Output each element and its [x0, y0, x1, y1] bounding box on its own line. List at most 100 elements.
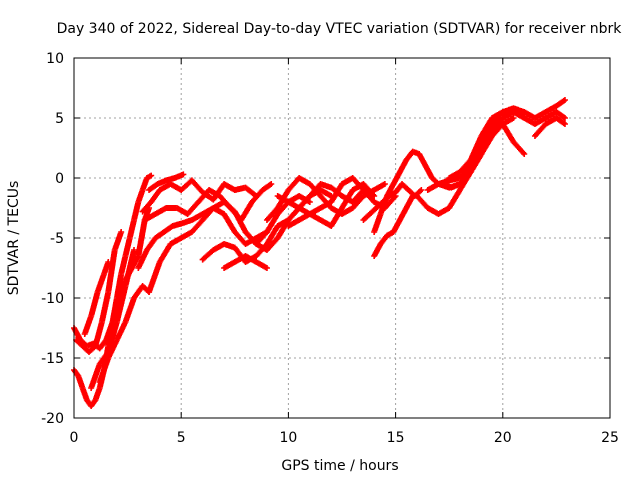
- data-point: [561, 97, 568, 103]
- data-point-fill: [222, 200, 237, 214]
- data-point: [510, 115, 517, 121]
- data-point-fill: [329, 206, 345, 228]
- data-point: [371, 193, 378, 199]
- data-point-fill: [74, 338, 85, 348]
- data-point: [148, 172, 155, 179]
- data-point-fill: [114, 284, 129, 324]
- data-point-fill: [533, 122, 548, 138]
- data-point: [118, 229, 125, 235]
- data-point-fill: [243, 230, 259, 246]
- data-point-fill: [490, 122, 505, 138]
- data-point-fill: [190, 178, 205, 195]
- data-point: [105, 259, 112, 265]
- data-point-fill: [447, 188, 463, 210]
- x-tick-label: 20: [494, 430, 512, 446]
- data-point-fill: [361, 182, 377, 198]
- chart-title: Day 340 of 2022, Sidereal Day-to-day VTE…: [57, 21, 623, 37]
- data-point-fill: [468, 134, 484, 162]
- series-track-3: [73, 229, 125, 355]
- data-point: [521, 151, 528, 157]
- data-point-fill: [157, 242, 173, 264]
- data-point-fill: [264, 224, 280, 246]
- y-tick-label: 5: [55, 111, 64, 127]
- data-point-fill: [221, 212, 237, 234]
- data-point-fill: [468, 152, 484, 174]
- data-point: [561, 115, 568, 121]
- data-point-fill: [458, 170, 473, 186]
- data-point-fill: [105, 320, 120, 354]
- series-track-9: [146, 171, 187, 193]
- data-point-fill: [122, 248, 137, 288]
- data-point-fill: [153, 229, 166, 241]
- plot-frame: [73, 57, 611, 419]
- data-point-fill: [88, 362, 103, 390]
- data-point: [418, 187, 425, 193]
- x-tick-label: 0: [70, 430, 79, 446]
- data-point-fill: [368, 206, 378, 216]
- data-point-fill: [89, 398, 98, 408]
- series-track-25: [531, 115, 568, 139]
- data-point-fill: [458, 158, 473, 174]
- data-point-fill: [147, 181, 160, 193]
- x-tick-label: 10: [279, 430, 297, 446]
- data-point-fill: [329, 182, 345, 204]
- data-point-fill: [135, 218, 148, 258]
- data-point-fill: [378, 233, 390, 246]
- data-point-fill: [114, 320, 128, 342]
- data-point-fill: [250, 188, 265, 204]
- series-track-17: [285, 181, 378, 229]
- data-point-fill: [185, 200, 201, 216]
- data-point: [131, 247, 138, 253]
- data-point-fill: [109, 296, 120, 324]
- series-track-19: [360, 181, 425, 223]
- data-point-fill: [339, 188, 355, 210]
- data-point-fill: [400, 182, 411, 192]
- x-tick-label: 25: [601, 430, 619, 446]
- series-track-13: [221, 253, 270, 271]
- data-point-fill: [123, 296, 137, 324]
- data-point-fill: [85, 341, 95, 349]
- data-point-fill: [105, 248, 118, 294]
- data-point-fill: [162, 223, 175, 235]
- y-tick-label: 10: [46, 51, 64, 67]
- data-point-fill: [114, 272, 124, 300]
- data-point-fill: [239, 200, 255, 222]
- data-point-fill: [265, 206, 280, 222]
- data-point-fill: [232, 210, 248, 234]
- data-point-fill: [190, 218, 205, 234]
- y-tick-label: -15: [41, 351, 64, 367]
- x-axis-label: GPS time / hours: [281, 458, 398, 474]
- data-point-fill: [350, 194, 366, 210]
- data-point-fill: [479, 134, 495, 156]
- data-point-fill: [200, 248, 216, 262]
- data-point-fill: [106, 338, 120, 360]
- data-point-fill: [479, 116, 495, 138]
- data-point-fill: [554, 115, 567, 127]
- data-point-fill: [71, 368, 81, 378]
- y-tick-label: 0: [55, 171, 64, 187]
- data-point-fill: [307, 182, 323, 198]
- series-track-24: [446, 105, 528, 181]
- data-point-fill: [112, 230, 124, 252]
- series-track-4: [81, 259, 112, 337]
- series-track-5: [88, 247, 138, 391]
- data-point-fill: [374, 200, 385, 210]
- data-point: [306, 199, 313, 205]
- data-point: [561, 121, 568, 127]
- y-axis-label: SDTVAR / TECUs: [6, 181, 22, 296]
- data-point-fill: [200, 206, 216, 222]
- data-point-fill: [554, 97, 567, 109]
- data-point-fill: [554, 109, 567, 121]
- data-point-fill: [97, 356, 111, 384]
- data-point-fill: [145, 173, 153, 181]
- data-point: [381, 181, 388, 187]
- data-point-fill: [260, 181, 273, 193]
- data-point-fill: [361, 212, 372, 222]
- data-point-fill: [243, 185, 258, 199]
- data-point: [180, 171, 187, 178]
- data-point: [268, 181, 275, 187]
- data-point-fill: [264, 212, 280, 234]
- y-tick-label: -5: [50, 231, 64, 247]
- data-point-fill: [415, 194, 430, 210]
